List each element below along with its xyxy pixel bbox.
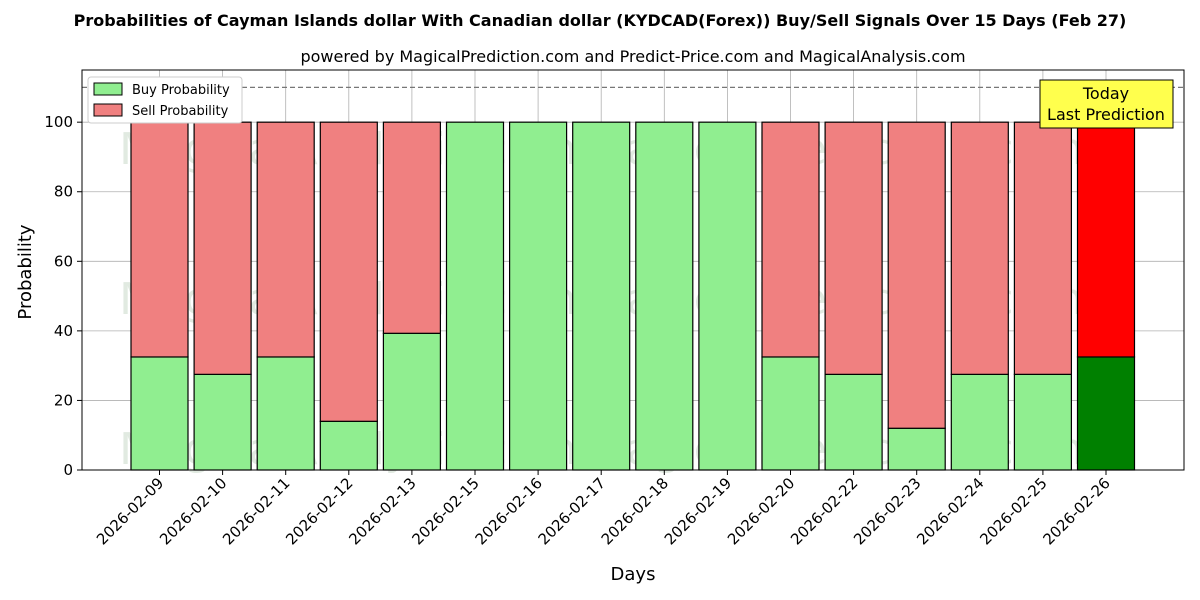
x-tick-label: 2026-02-16 <box>472 474 546 548</box>
buy-bar-2026-02-23 <box>887 427 946 471</box>
sell-bar-2026-02-13 <box>382 121 441 334</box>
buy-bar-2026-02-11 <box>256 356 315 471</box>
legend: Buy Probability Sell Probability <box>87 76 243 124</box>
x-tick-label: 2026-02-09 <box>93 474 167 548</box>
buy-bar-2026-02-09 <box>130 356 189 471</box>
bars <box>130 121 1136 471</box>
y-axis-label: Probability <box>15 224 36 319</box>
buy-bar-2026-02-22 <box>824 373 883 471</box>
x-axis-ticks: 2026-02-092026-02-102026-02-112026-02-12… <box>93 470 1114 548</box>
x-tick-label: 2026-02-17 <box>535 474 609 548</box>
buy-bar-2026-02-17 <box>572 121 631 471</box>
sell-bar-2026-02-12 <box>319 121 378 422</box>
buy-bar-2026-02-10 <box>193 373 252 471</box>
sell-bar-2026-02-23 <box>887 121 946 429</box>
plot-frame <box>81 69 1185 471</box>
x-tick-label: 2026-02-12 <box>282 474 356 548</box>
legend-label-sell: Sell Probability <box>132 104 229 119</box>
x-tick-label: 2026-02-23 <box>850 474 924 548</box>
buy-bar-2026-02-18 <box>635 121 694 471</box>
x-tick-label: 2026-02-19 <box>661 474 735 548</box>
x-tick-label: 2026-02-10 <box>156 474 230 548</box>
x-tick-label: 2026-02-13 <box>345 474 419 548</box>
x-tick-label: 2026-02-15 <box>408 474 482 548</box>
buy-bar-2026-02-20 <box>761 356 820 471</box>
sell-bar-2026-02-20 <box>761 121 820 358</box>
y-tick-label: 80 <box>54 183 73 201</box>
x-axis-label: Days <box>611 564 656 585</box>
y-axis-ticks: 0 20 40 60 80 100 <box>44 113 82 479</box>
buy-bar-2026-02-25 <box>1013 373 1073 471</box>
buy-bar-2026-02-13 <box>382 332 441 471</box>
legend-swatch-buy <box>93 82 123 96</box>
legend-label-buy: Buy Probability <box>132 83 230 98</box>
buy-bar-2026-02-16 <box>509 121 568 471</box>
buy-bar-2026-02-26 <box>1076 356 1136 471</box>
today-annotation: Today Last Prediction <box>1039 79 1174 129</box>
x-tick-label: 2026-02-18 <box>598 474 672 548</box>
x-tick-label: 2026-02-11 <box>219 474 293 548</box>
y-tick-label: 60 <box>54 252 73 270</box>
x-tick-label: 2026-02-24 <box>913 474 987 548</box>
buy-bar-2026-02-19 <box>698 121 757 471</box>
buy-bar-2026-02-15 <box>445 121 505 471</box>
sell-bar-2026-02-22 <box>824 121 883 375</box>
x-tick-label: 2026-02-26 <box>1039 474 1113 548</box>
y-tick-label: 40 <box>54 322 73 340</box>
sell-bar-2026-02-25 <box>1013 121 1073 375</box>
buy-bar-2026-02-12 <box>319 420 378 471</box>
chart-subtitle: powered by MagicalPrediction.com and Pre… <box>300 47 965 66</box>
annotation-line-last-prediction: Last Prediction <box>1047 105 1165 124</box>
sell-bar-2026-02-24 <box>950 121 1009 375</box>
y-tick-label: 0 <box>63 461 73 479</box>
y-tick-label: 100 <box>44 113 73 131</box>
annotation-line-today: Today <box>1082 84 1129 103</box>
sell-bar-2026-02-09 <box>130 121 189 358</box>
legend-box <box>87 76 243 124</box>
annotation-box <box>1039 79 1174 129</box>
sell-bar-2026-02-11 <box>256 121 315 358</box>
x-tick-label: 2026-02-25 <box>976 474 1050 548</box>
x-tick-label: 2026-02-22 <box>787 474 861 548</box>
x-tick-label: 2026-02-20 <box>724 474 798 548</box>
y-tick-label: 20 <box>54 391 73 409</box>
legend-swatch-sell <box>93 103 123 117</box>
buy-bar-2026-02-24 <box>950 373 1009 471</box>
chart-title: Probabilities of Cayman Islands dollar W… <box>74 11 1127 30</box>
sell-bar-2026-02-10 <box>193 121 252 375</box>
sell-bar-2026-02-26 <box>1076 121 1136 358</box>
